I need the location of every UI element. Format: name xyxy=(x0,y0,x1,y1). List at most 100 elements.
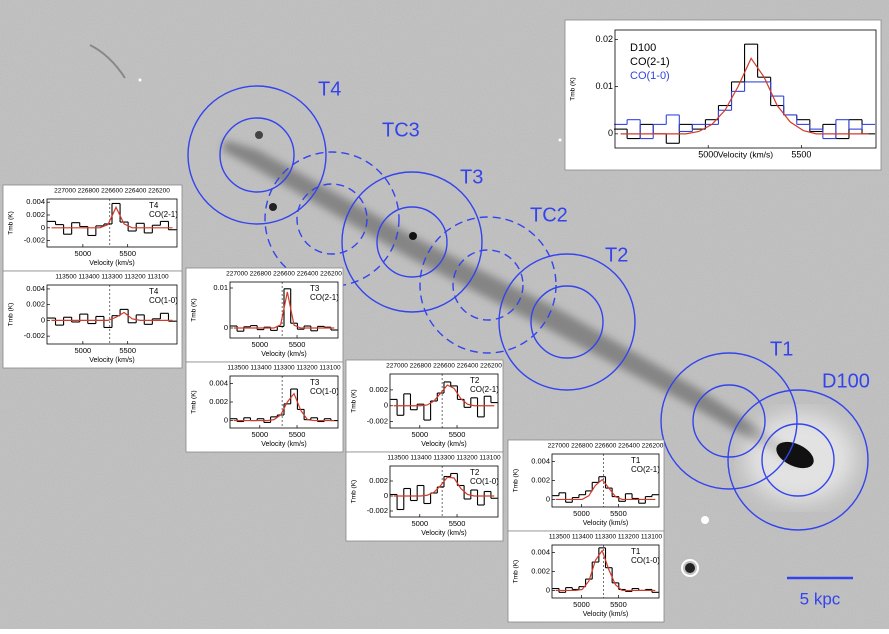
line-name: CO(2-1) xyxy=(470,385,499,394)
x-tick-label: 5500 xyxy=(119,249,136,258)
x-axis-label: Velocity (km/s) xyxy=(89,260,135,267)
x-tick-label: 5500 xyxy=(289,340,306,349)
y-tick-label: 0.002 xyxy=(369,476,388,485)
spectrum-panel: 113500 113400 113300 113200 113100 0 0.002… xyxy=(508,531,664,622)
line-name: CO(2-1) xyxy=(310,293,339,302)
y-axis-label: Tmb (K) xyxy=(513,560,520,583)
x-tick-label: 5500 xyxy=(449,519,466,528)
line-name: CO(1-0) xyxy=(631,556,660,565)
y-tick-label: 0.002 xyxy=(26,300,45,309)
y-tick-label: 0.004 xyxy=(531,548,550,557)
panel-title: T2 xyxy=(470,376,480,385)
x-tick-label: 5000 xyxy=(698,149,718,159)
x-axis-label: Velocity (km/s) xyxy=(261,351,307,358)
y-axis-label: Tmb (K) xyxy=(513,469,520,492)
panel-title: T4 xyxy=(149,201,159,210)
region-label: T2 xyxy=(605,244,628,266)
y-tick-label: 0.004 xyxy=(531,457,550,466)
x-axis-label: Velocity (km/s) xyxy=(583,611,629,618)
y-axis-label: Tmb (K) xyxy=(8,211,15,234)
x-axis-label: Velocity (km/s) xyxy=(89,357,135,364)
y-tick-label: 0.004 xyxy=(26,284,45,293)
y-tick-label: 0 xyxy=(384,401,388,410)
x-tick-label: 5000 xyxy=(251,430,268,439)
x-tick-label: 5000 xyxy=(75,346,92,355)
scale-bar-label: 5 kpc xyxy=(800,589,841,608)
line-name: CO(1-0) xyxy=(470,477,499,486)
y-axis-label: Tmb (K) xyxy=(570,77,577,100)
x-axis-label: Velocity (km/s) xyxy=(583,520,629,527)
top-axis-labels: 113500 113400 113300 113200 113100 xyxy=(549,534,663,541)
panel-title: T2 xyxy=(470,468,480,477)
x-tick-label: 5500 xyxy=(119,346,136,355)
spectrum-panel: 113500 113400 113300 113200 113100-0.002… xyxy=(346,452,503,541)
y-tick-label: -0.002 xyxy=(367,506,388,515)
spectrum-panel: 227000 226800 226600 226400 226200-0.002… xyxy=(3,185,182,271)
spectrum-panel: 227000 226800 226600 226400 226200 -0.002… xyxy=(346,360,503,452)
y-tick-label: 0.02 xyxy=(595,34,613,44)
x-axis-label: Velocity (km/s) xyxy=(421,441,467,448)
x-tick-label: 5500 xyxy=(610,509,627,518)
x-tick-label: 5000 xyxy=(573,509,590,518)
y-tick-label: 0.004 xyxy=(209,378,228,387)
x-tick-label: 5500 xyxy=(791,149,811,159)
y-axis-label: Tmb (K) xyxy=(351,389,358,412)
figure: T4 TC3 T3 TC2 T2 T1 D100 5 kpc 0 0.01 0.02… xyxy=(0,0,889,629)
top-axis-labels: 113500 113400 113300 113200 113100 xyxy=(55,274,169,281)
x-tick-label: 5000 xyxy=(251,340,268,349)
line-name: CO(1-0) xyxy=(149,296,178,305)
y-tick-label: 0 xyxy=(224,323,228,332)
x-axis-label: Velocity (km/s) xyxy=(421,530,467,537)
panel-title: T3 xyxy=(310,378,320,387)
y-tick-label: 0.004 xyxy=(26,197,45,206)
top-axis-labels: 227000 226800 226600 226400 226200 xyxy=(226,271,342,278)
top-axis-labels: 227000 226800 226600 226400 226200 xyxy=(386,363,502,370)
panel-title: T3 xyxy=(310,284,320,293)
x-tick-label: 5500 xyxy=(610,600,627,609)
x-tick-label: 5000 xyxy=(411,430,428,439)
y-tick-label: 0 xyxy=(546,494,550,503)
spectrum-panel: 227000 226800 226600 226400 226200 0 0.002… xyxy=(508,440,664,531)
region-label: T3 xyxy=(460,166,483,188)
y-tick-label: 0 xyxy=(384,491,388,500)
y-axis-label: Tmb (K) xyxy=(191,390,198,413)
top-axis-labels: 113500 113400 113300 113200 113100 xyxy=(227,365,341,372)
top-axis-labels: 227000 226800 226600 226400 226200 xyxy=(54,188,170,195)
spectrum-panel: 113500 113400 113300 113200 113100 -0.002… xyxy=(3,271,182,368)
legend-entry: CO(1-0) xyxy=(630,70,670,82)
region-label: T4 xyxy=(318,78,341,100)
y-tick-label: 0.01 xyxy=(595,81,613,91)
y-tick-label: 0.002 xyxy=(531,566,550,575)
y-axis-label: Tmb (K) xyxy=(8,303,15,326)
y-tick-label: -0.002 xyxy=(24,331,45,340)
x-tick-label: 5000 xyxy=(573,600,590,609)
y-tick-label: 0.002 xyxy=(531,475,550,484)
panel-title: T4 xyxy=(149,287,159,296)
y-tick-label: 0 xyxy=(41,315,45,324)
y-tick-label: 0 xyxy=(41,223,45,232)
legend-entry: CO(2-1) xyxy=(630,56,670,68)
y-tick-label: 0 xyxy=(224,416,228,425)
line-name: CO(2-1) xyxy=(631,465,660,474)
x-tick-label: 5000 xyxy=(411,519,428,528)
y-tick-label: 0 xyxy=(546,585,550,594)
top-axis-labels: 227000 226800 226600 226400 226200 xyxy=(548,443,664,450)
line-name: CO(2-1) xyxy=(149,210,178,219)
x-axis-label: Velocity (km/s) xyxy=(718,149,773,159)
region-label: T1 xyxy=(770,338,793,360)
x-axis-label: Velocity (km/s) xyxy=(261,441,307,448)
panel-title: T1 xyxy=(631,456,641,465)
panel-title: D100 xyxy=(630,42,656,54)
region-label: TC3 xyxy=(382,119,420,141)
y-tick-label: 0.002 xyxy=(369,385,388,394)
y-tick-label: 0 xyxy=(608,128,613,138)
y-tick-label: 0.002 xyxy=(209,397,228,406)
y-tick-label: -0.002 xyxy=(367,417,388,426)
x-tick-label: 5500 xyxy=(289,430,306,439)
x-tick-label: 5500 xyxy=(449,430,466,439)
y-tick-label: 0.002 xyxy=(26,210,45,219)
region-label: TC2 xyxy=(530,204,568,226)
x-tick-label: 5000 xyxy=(75,249,92,258)
line-name: CO(1-0) xyxy=(310,387,339,396)
spectrum-panel: 227000 226800 226600 226400 22620000.015… xyxy=(186,268,343,362)
